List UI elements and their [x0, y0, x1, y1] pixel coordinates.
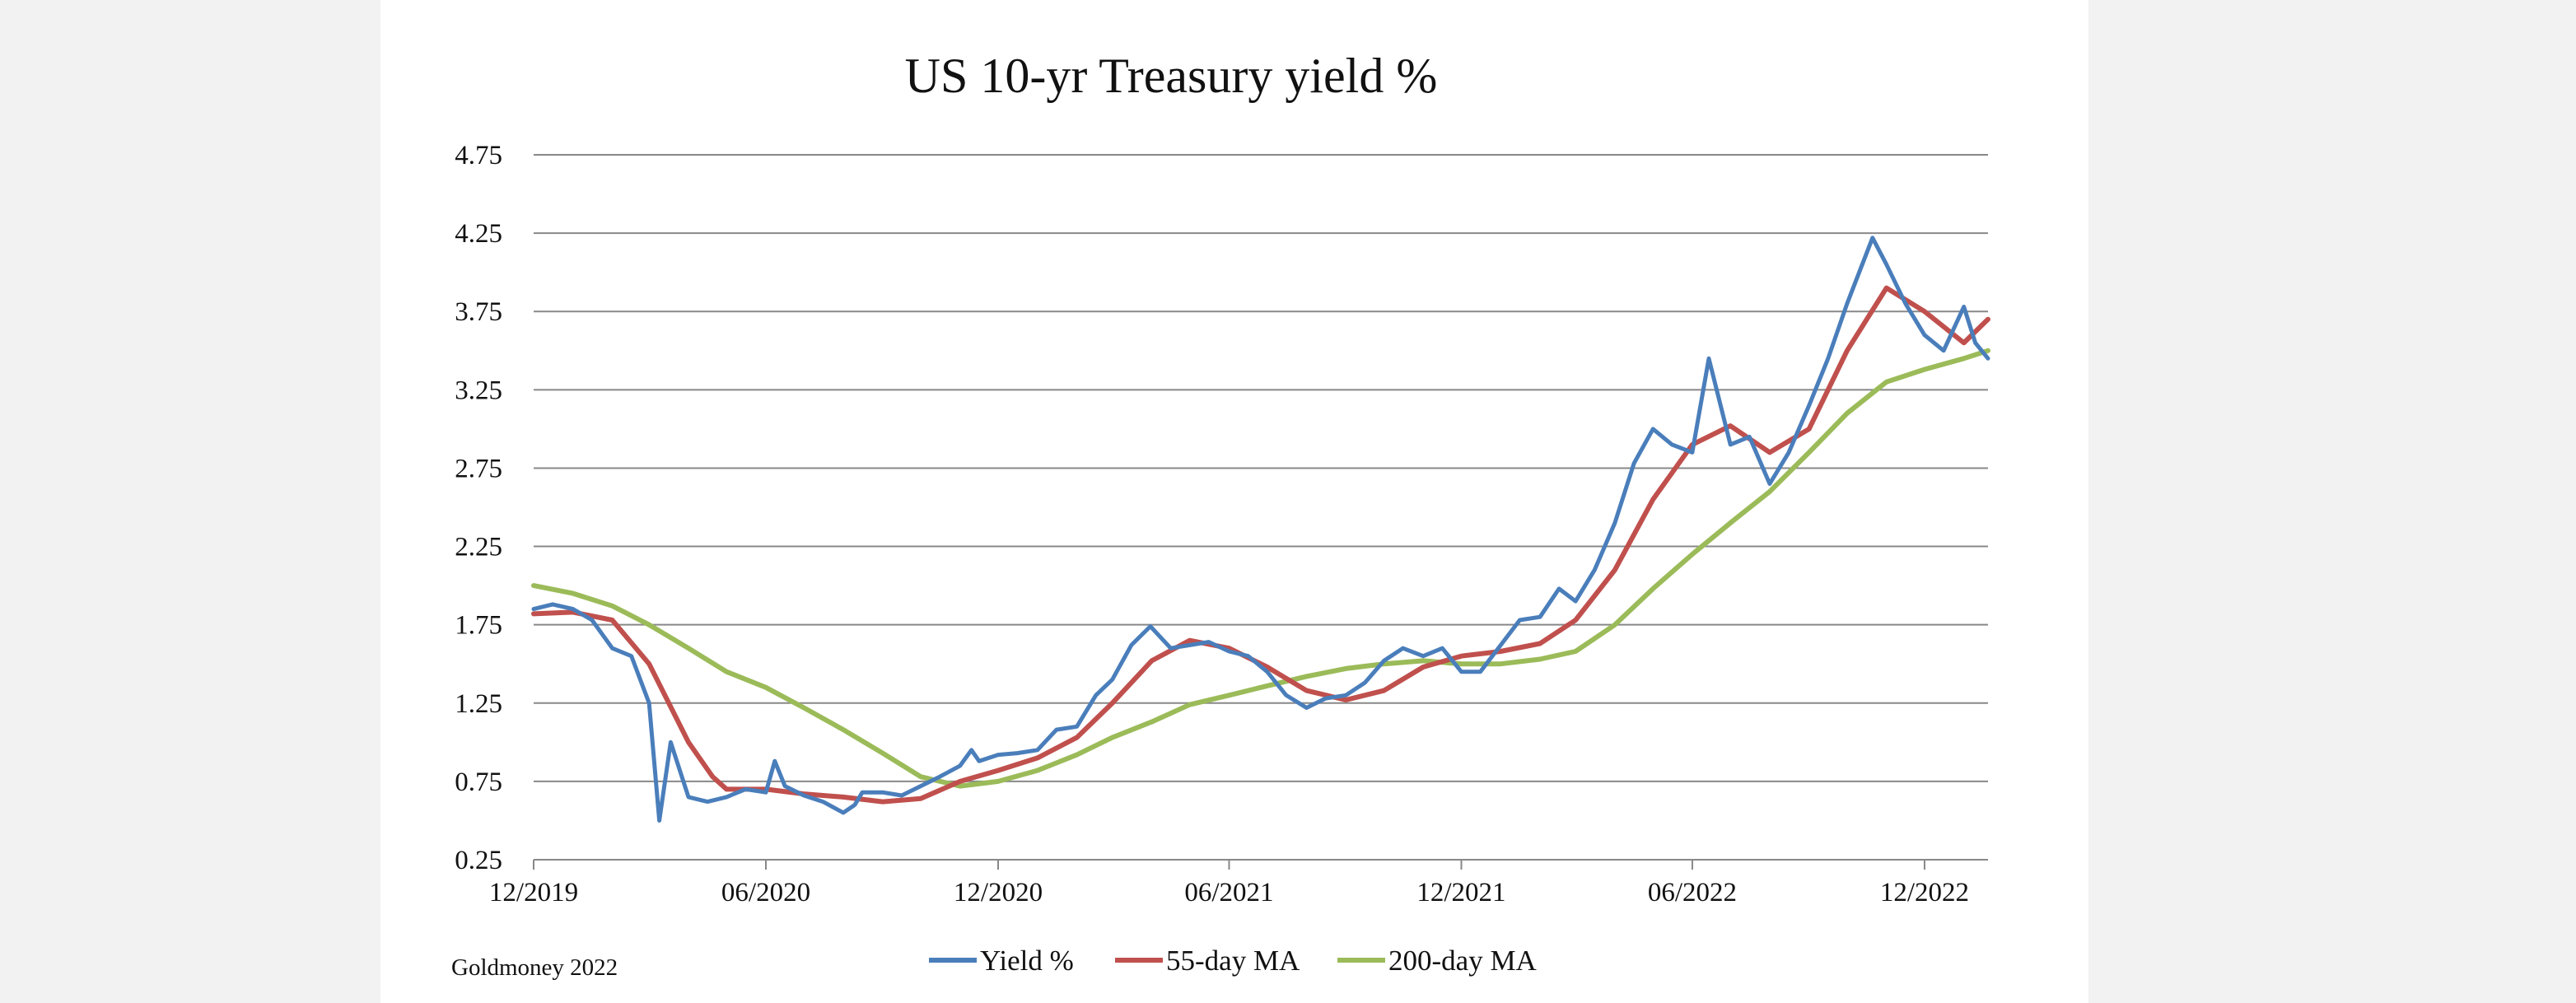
y-tick-label: 2.25 [455, 533, 502, 562]
y-tick-label: 3.25 [455, 376, 502, 405]
legend-label: 55-day MA [1166, 945, 1300, 977]
y-tick-label: 4.25 [455, 219, 502, 249]
gridlines [534, 154, 1988, 861]
series-lines [531, 236, 1990, 823]
series-line-200-day-ma [531, 348, 1990, 789]
legend: Yield % 55-day MA 200-day MA [929, 945, 1538, 977]
chart-title: US 10-yr Treasury yield % [905, 49, 1438, 103]
x-tick-label: 12/2021 [1416, 878, 1505, 907]
x-tick-label: 12/2020 [954, 878, 1043, 907]
chart: US 10-yr Treasury yield % 0.25 0.75 1.25 1.… [451, 49, 1990, 981]
chart-card: US 10-yr Treasury yield % 0.25 0.75 1.25 1.… [380, 0, 2088, 1003]
x-tick-label: 06/2022 [1648, 878, 1737, 907]
legend-label: 200-day MA [1388, 945, 1538, 977]
x-tick-label: 06/2020 [721, 878, 810, 907]
y-tick-label: 0.75 [455, 767, 502, 797]
y-axis-ticks: 0.25 0.75 1.25 1.75 2.25 2.75 3.25 3.75 4.25 4.75 [455, 141, 502, 875]
x-axis-ticks: 12/2019 06/2020 12/2020 06/2021 12/2021 06/20… [489, 860, 1969, 907]
y-tick-label: 1.25 [455, 689, 502, 719]
y-tick-label: 2.75 [455, 454, 502, 483]
series-line-55-day-ma [531, 285, 1990, 805]
x-tick-label: 06/2021 [1184, 878, 1273, 907]
y-tick-label: 0.25 [455, 846, 502, 875]
x-tick-label: 12/2019 [489, 878, 578, 907]
x-tick-label: 12/2022 [1880, 878, 1969, 907]
y-tick-label: 3.75 [455, 297, 502, 327]
series-line-yield [531, 236, 1990, 823]
source-note: Goldmoney 2022 [451, 954, 618, 981]
y-tick-label: 4.75 [455, 141, 502, 170]
legend-label: Yield % [980, 945, 1074, 977]
y-tick-label: 1.75 [455, 611, 502, 641]
